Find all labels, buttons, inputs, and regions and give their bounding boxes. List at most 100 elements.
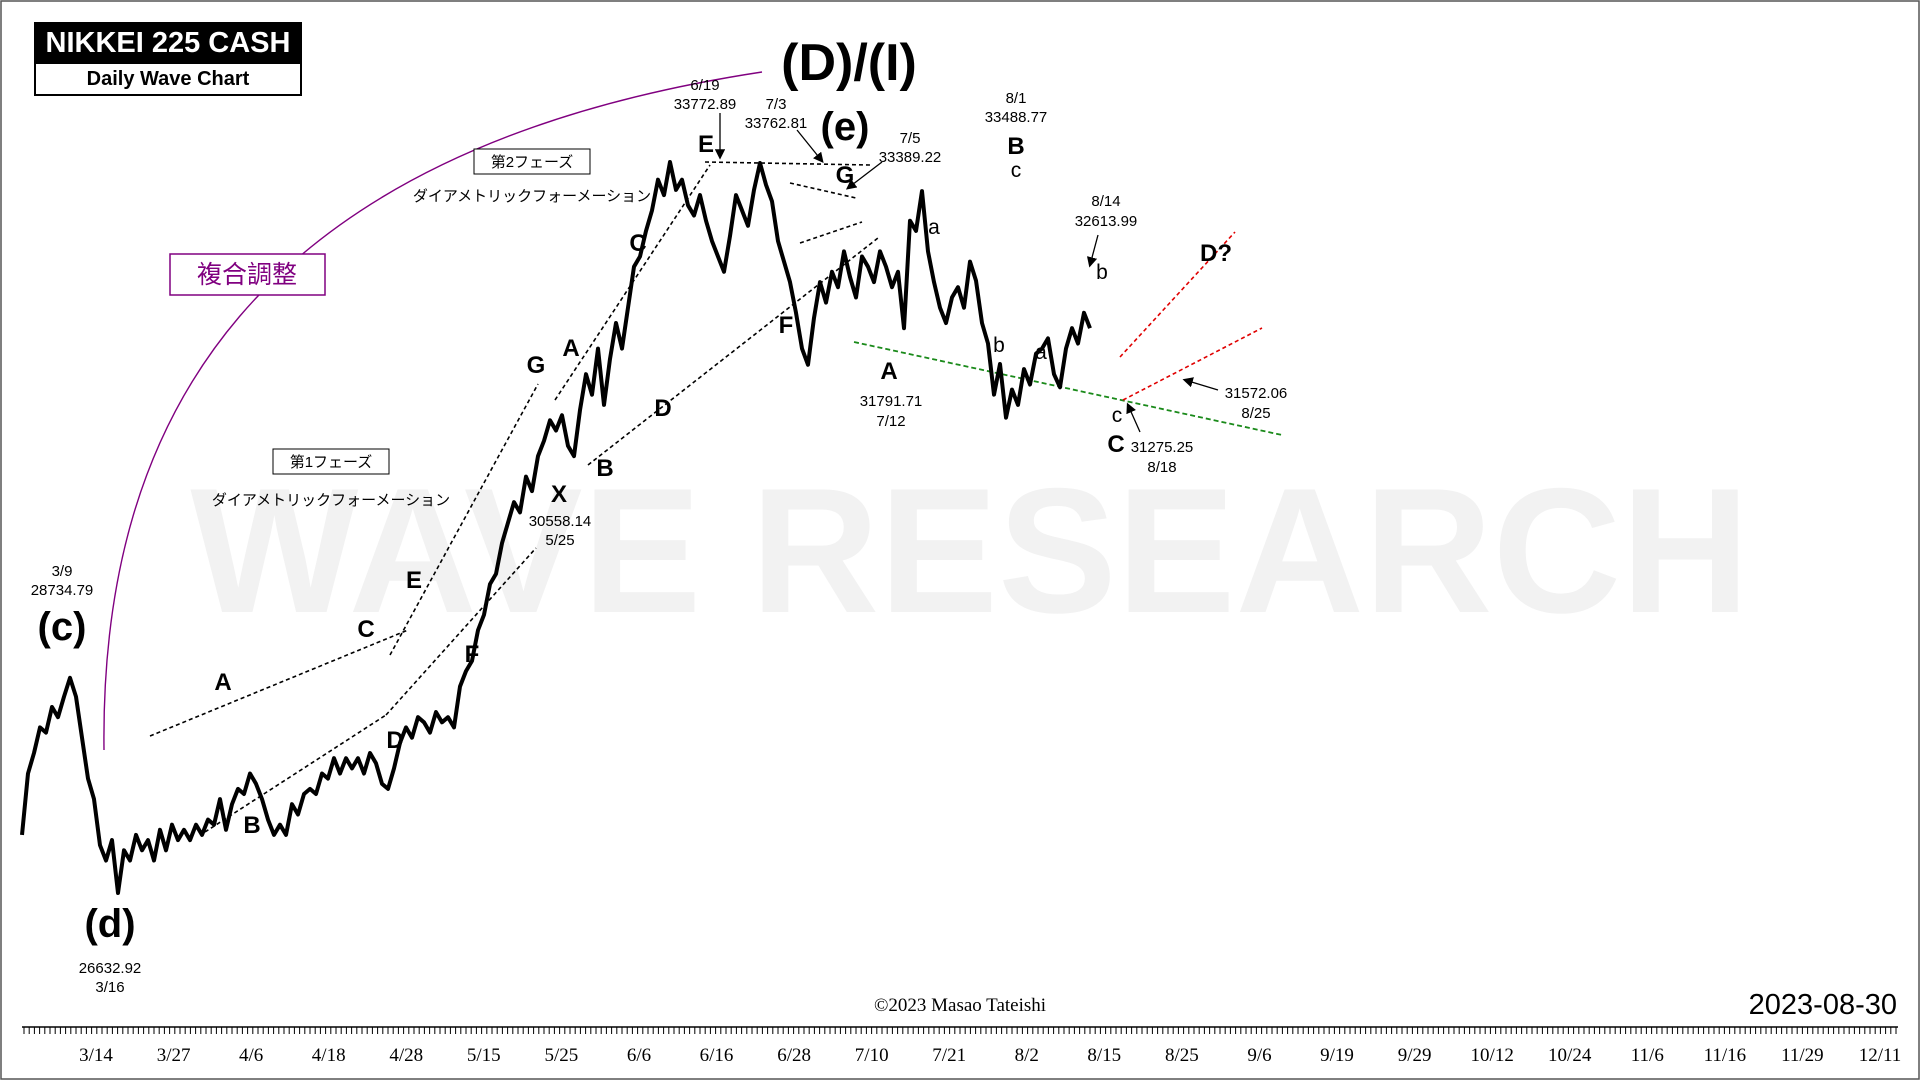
x-axis-label: 8/2 — [1015, 1045, 1039, 1066]
red-channel-lower — [1122, 327, 1263, 401]
wave-label-c2: c — [1112, 404, 1123, 427]
wave-label-A1: A — [214, 669, 231, 696]
copyright-text: ©2023 Masao Tateishi — [874, 995, 1046, 1016]
value-price-8-25: 31572.06 — [1225, 385, 1288, 402]
wave-label-D1: D — [386, 727, 403, 754]
wave-labels: (c) (d) (D)/(I) (e) A B C D E F G X A B … — [38, 34, 1232, 946]
x-axis-label: 12/11 — [1859, 1045, 1902, 1066]
x-axis-label: 8/25 — [1165, 1045, 1199, 1066]
x-axis-label: 9/19 — [1320, 1045, 1354, 1066]
wave-label-C3: C — [1107, 431, 1124, 458]
x-axis-label: 5/25 — [545, 1045, 579, 1066]
value-labels: 3/9 28734.79 26632.92 3/16 30558.14 5/25… — [31, 77, 1288, 996]
phase2-label: 第2フェーズ — [491, 153, 574, 171]
x-axis-label: 7/21 — [932, 1045, 966, 1066]
value-price-3-9: 28734.79 — [31, 582, 94, 599]
value-date-5-25: 5/25 — [545, 532, 574, 549]
wave-label-G2: G — [836, 162, 855, 189]
value-price-6-19: 33772.89 — [674, 96, 737, 113]
wave-label-C1: C — [357, 616, 374, 643]
wave-label-e-paren: (e) — [821, 105, 870, 149]
value-date-8-1: 8/1 — [1006, 90, 1027, 107]
x-axis-label: 10/12 — [1471, 1045, 1514, 1066]
value-date-8-25: 8/25 — [1241, 405, 1270, 422]
wave-label-A2: A — [562, 335, 579, 362]
x-axis-label: 3/27 — [157, 1045, 191, 1066]
date-stamp: 2023-08-30 — [1749, 989, 1897, 1021]
value-price-8-14: 32613.99 — [1075, 213, 1138, 230]
wave-label-b1: b — [993, 334, 1005, 357]
wave-label-A3: A — [880, 358, 897, 385]
chart-title: NIKKEI 225 CASH — [36, 24, 300, 64]
wave-label-F2: F — [779, 312, 794, 339]
x-axis-label: 7/10 — [855, 1045, 889, 1066]
red-channel-upper — [1119, 231, 1236, 358]
value-price-8-18: 31275.25 — [1131, 439, 1194, 456]
x-axis-label: 6/28 — [777, 1045, 811, 1066]
wave-label-F1: F — [465, 641, 480, 668]
value-date-8-14: 8/14 — [1091, 193, 1120, 210]
fukugo-box — [169, 253, 326, 296]
x-axis-label: 6/16 — [700, 1045, 734, 1066]
value-price-7-5: 33389.22 — [879, 149, 942, 166]
triangle-upper-line — [789, 182, 857, 199]
wave-label-X: X — [551, 481, 567, 508]
support-line — [853, 341, 1283, 436]
x-axis-label: 10/24 — [1548, 1045, 1592, 1066]
x-axis-label: 9/29 — [1398, 1045, 1432, 1066]
x-axis-label: 11/29 — [1781, 1045, 1824, 1066]
x-axis-label: 4/28 — [389, 1045, 423, 1066]
chart-subtitle: Daily Wave Chart — [86, 68, 250, 90]
value-date-6-19: 6/19 — [690, 77, 719, 94]
value-price-7-3: 33762.81 — [745, 115, 808, 132]
watermark: WAVE RESEARCH — [190, 451, 1749, 650]
wave-label-B3: B — [1007, 133, 1024, 160]
arrow-8-25 — [1182, 377, 1219, 391]
wave-label-b2: b — [1096, 261, 1108, 284]
x-axis-label: 11/16 — [1704, 1045, 1747, 1066]
wave-label-D-I: (D)/(I) — [781, 34, 917, 92]
phase1-lower-line — [204, 714, 387, 833]
wave-label-a1: a — [928, 216, 940, 239]
phase-annotations: 第1フェーズ ダイアメトリックフォーメーション 第2フェーズ ダイアメトリックフ… — [169, 148, 651, 509]
value-price-5-25: 30558.14 — [529, 513, 592, 530]
wave-label-c-paren: (c) — [38, 605, 87, 649]
phase2-lower-line — [587, 237, 879, 466]
title-box: NIKKEI 225 CASH Daily Wave Chart — [34, 22, 302, 96]
value-date-7-3: 7/3 — [766, 96, 787, 113]
x-axis-label: 9/6 — [1247, 1045, 1271, 1066]
wave-label-d-paren: (d) — [84, 902, 135, 946]
value-date-7-12: 7/12 — [876, 413, 905, 430]
value-price-8-1: 33488.77 — [985, 109, 1048, 126]
x-axis-label: 6/6 — [627, 1045, 651, 1066]
x-axis-label: 11/6 — [1631, 1045, 1664, 1066]
phase1-box — [272, 448, 390, 475]
phase2-box — [473, 148, 591, 175]
x-axis-label: 8/15 — [1087, 1045, 1121, 1066]
arrow-7-3 — [796, 129, 824, 164]
phase1-desc: ダイアメトリックフォーメーション — [212, 492, 450, 509]
triangle-lower-line — [799, 221, 863, 244]
x-axis-ticks — [23, 1027, 1897, 1034]
phase2-desc: ダイアメトリックフォーメーション — [413, 188, 651, 205]
fukugo-arc — [103, 71, 763, 751]
wave-label-E2: E — [698, 131, 714, 158]
value-date-3-9: 3/9 — [52, 563, 73, 580]
guide-lines — [103, 71, 1283, 833]
value-price-3-16: 26632.92 — [79, 960, 142, 977]
arrow-7-5 — [845, 161, 883, 190]
arrow-8-14 — [1086, 234, 1099, 268]
x-axis-label: 5/15 — [467, 1045, 501, 1066]
value-date-8-18: 8/18 — [1147, 459, 1176, 476]
value-price-7-12: 31791.71 — [860, 393, 923, 410]
price-line — [20, 160, 1092, 895]
wave-label-E1: E — [406, 567, 422, 594]
wave-label-B1: B — [243, 812, 260, 839]
wave-label-C2: C — [629, 230, 646, 257]
phase1-upper-line-2 — [389, 383, 539, 656]
wave-label-D2: D — [654, 395, 671, 422]
wave-label-D-q: D? — [1200, 240, 1232, 267]
